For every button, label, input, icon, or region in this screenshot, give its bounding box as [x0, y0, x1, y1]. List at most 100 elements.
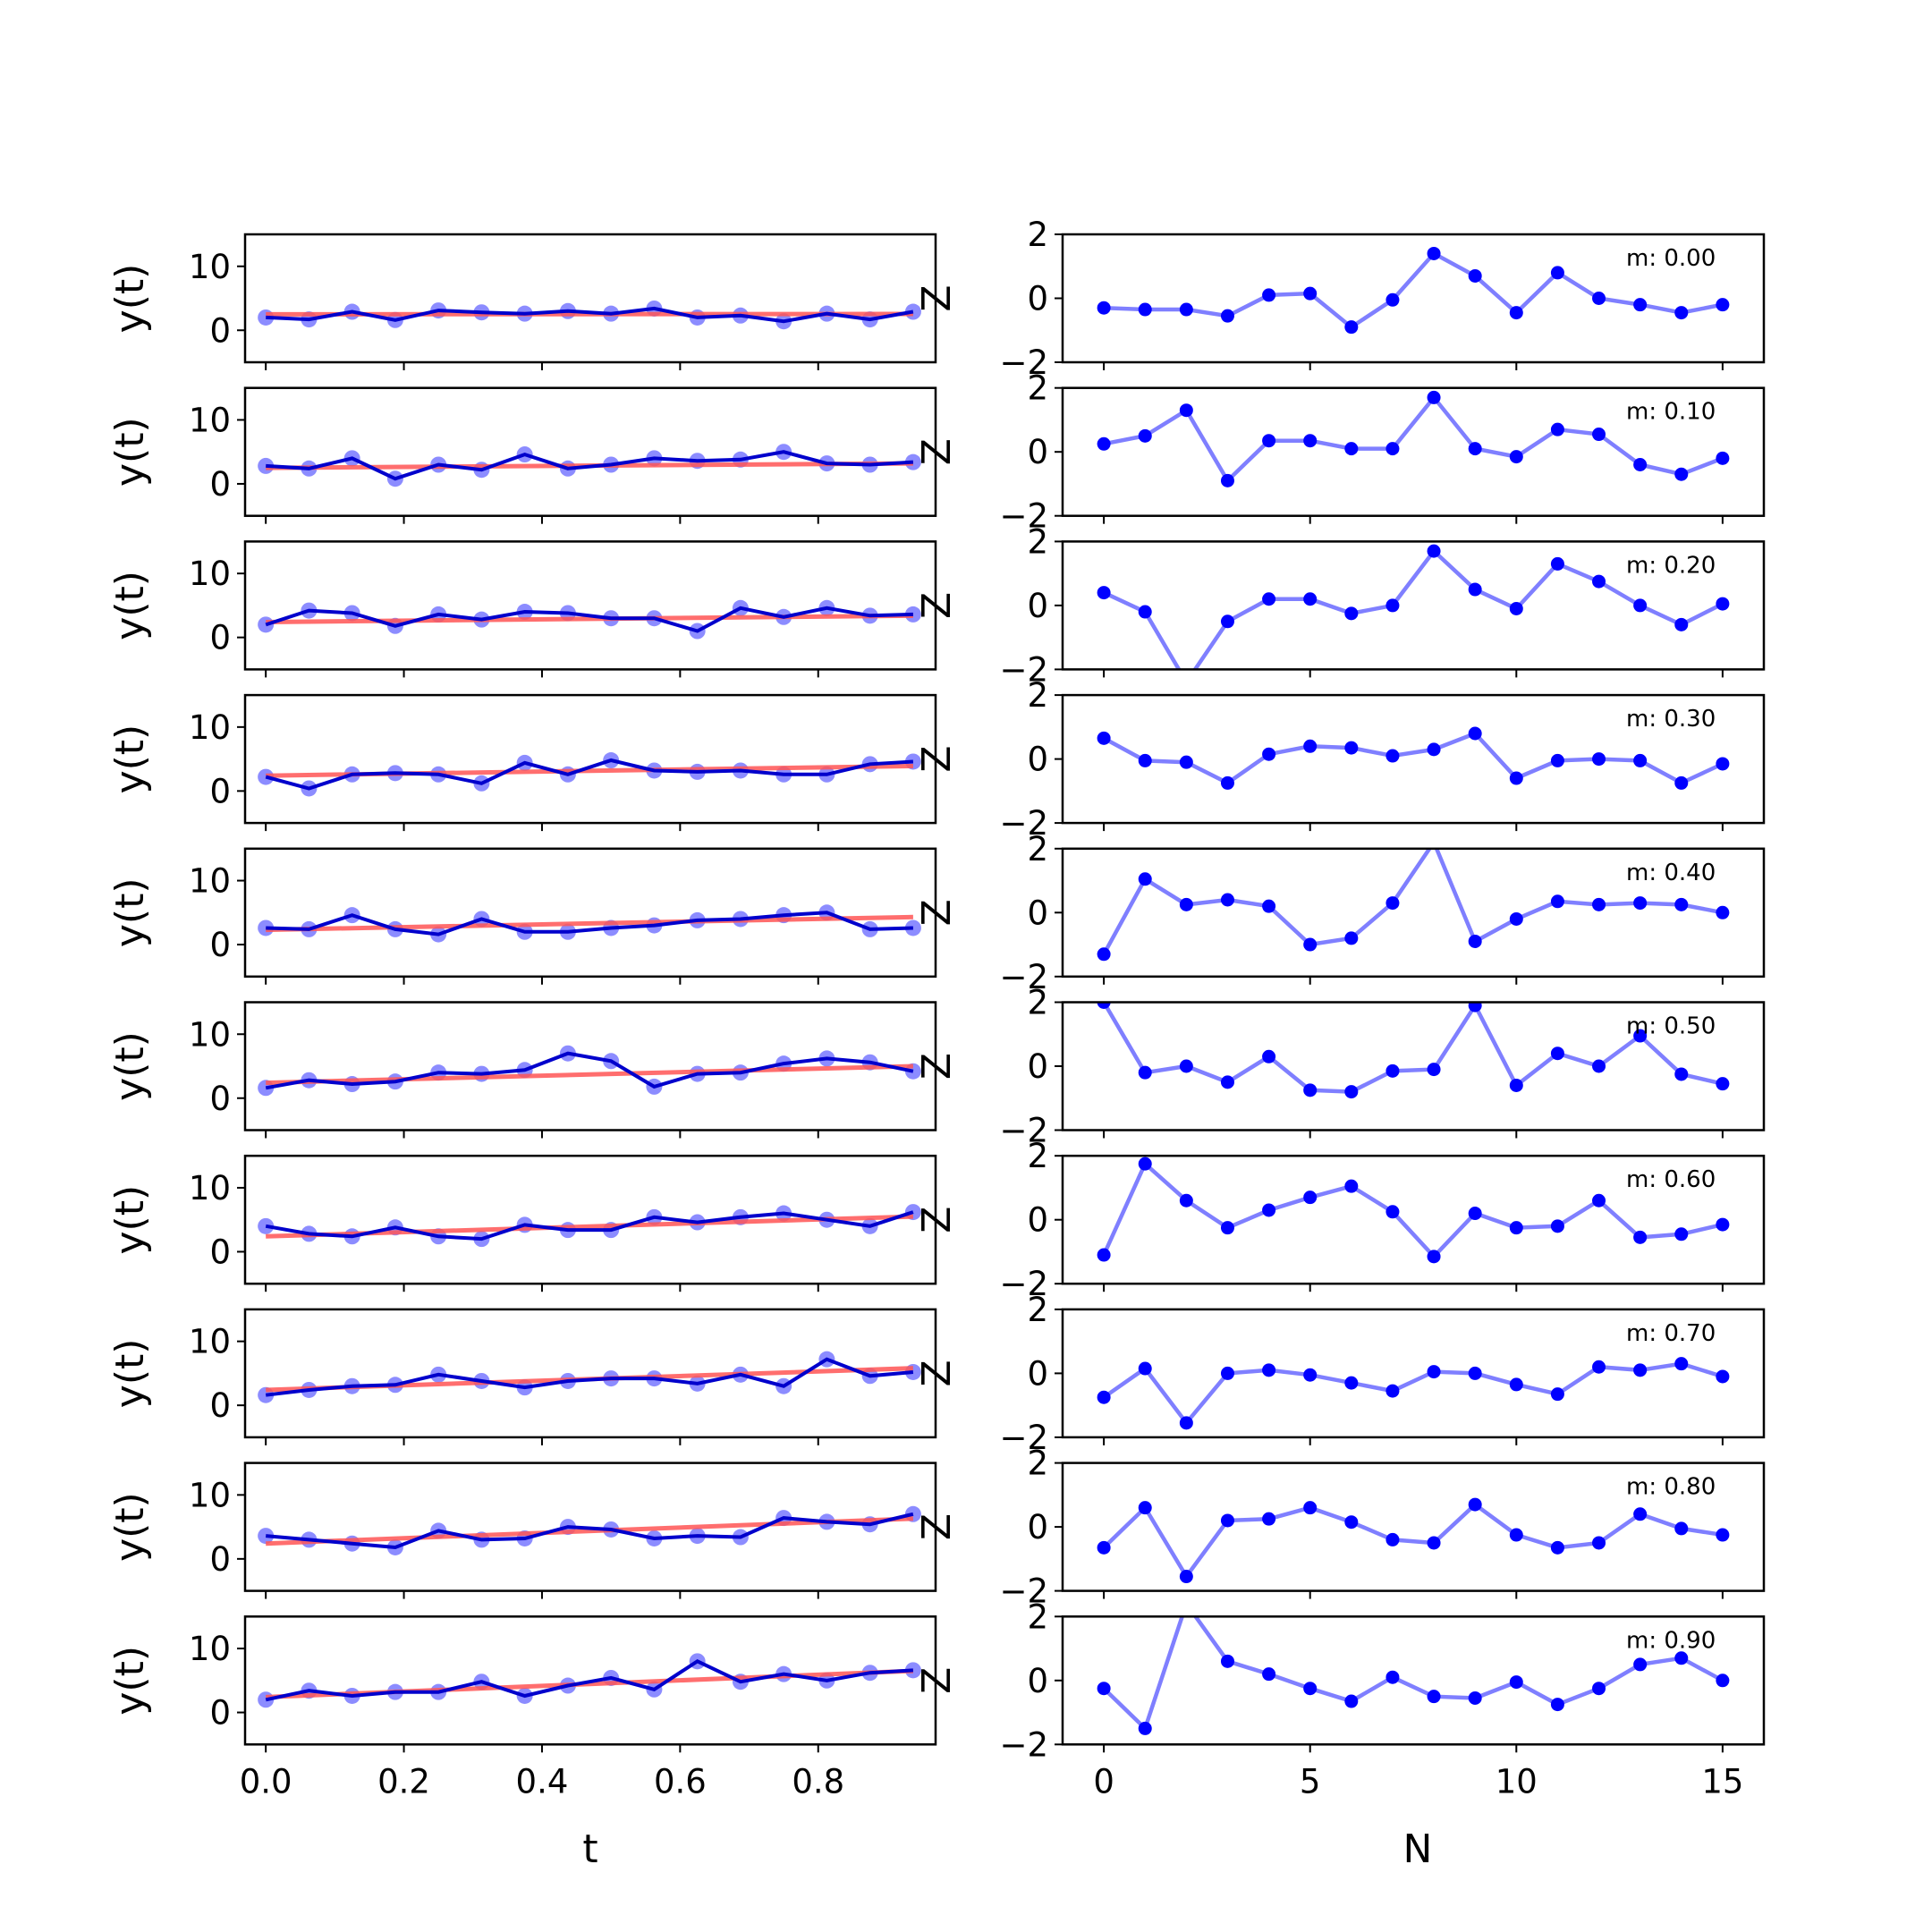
data-point	[1674, 897, 1689, 911]
axes-frame	[243, 1154, 937, 1285]
left-panel-3: 0 10 y(t)	[107, 693, 937, 832]
plot-area	[258, 1204, 921, 1248]
data-point	[1220, 1513, 1234, 1528]
data-point	[1262, 1203, 1276, 1217]
left-panel-5: 0 10 y(t)	[107, 1001, 937, 1139]
z-axis-label: Z	[914, 1207, 960, 1233]
data-point	[1674, 1651, 1689, 1665]
y-tick-label: 0	[1027, 1201, 1048, 1240]
data-point	[1550, 556, 1564, 571]
y-tick-label: 10	[189, 862, 231, 901]
data-point	[1633, 1230, 1648, 1244]
axes-frame	[1061, 233, 1766, 364]
data-point	[1674, 775, 1689, 790]
series-line	[1103, 394, 1724, 485]
data-point	[1431, 848, 1436, 850]
data-point	[1468, 1002, 1482, 1013]
z-axis-label: Z	[914, 746, 960, 773]
y-tick-label: 10	[189, 401, 231, 439]
data-point	[1385, 292, 1400, 307]
y-tick-label: 0	[1027, 741, 1048, 779]
axes-frame	[1061, 1615, 1766, 1746]
plot-area	[258, 444, 921, 487]
data-point	[1385, 1205, 1400, 1219]
data-point	[1385, 1532, 1400, 1546]
y-tick-label: 10	[189, 708, 231, 747]
data-point	[1716, 1077, 1730, 1091]
plot-area	[258, 1351, 921, 1403]
series-line	[265, 1357, 914, 1397]
data-point	[904, 919, 921, 936]
data-point	[1138, 1501, 1152, 1515]
plot-area	[1097, 1497, 1730, 1584]
data-point	[1468, 1497, 1482, 1512]
data-point	[904, 606, 921, 623]
data-point	[1220, 1075, 1234, 1089]
m-value-label: m: 0.90	[1626, 1627, 1716, 1654]
data-point	[1550, 894, 1564, 909]
y-tick-label: 2	[1027, 1445, 1048, 1483]
y-tick-label: 2	[1027, 1137, 1048, 1175]
y-tick-label: 0	[209, 1386, 231, 1425]
y-tick-label: 2	[1027, 676, 1048, 715]
data-point	[1220, 614, 1234, 629]
y-axis-label: y(t)	[107, 417, 153, 487]
data-point	[1633, 1657, 1648, 1672]
data-point	[1674, 1521, 1689, 1536]
y-tick-label: −2	[999, 497, 1048, 536]
series-line	[266, 911, 913, 936]
data-point	[1716, 451, 1730, 465]
data-point	[1097, 947, 1111, 962]
data-point	[1633, 1363, 1648, 1377]
data-point	[1427, 742, 1441, 757]
data-point	[1303, 1501, 1318, 1515]
data-point	[1303, 1682, 1318, 1696]
axes-frame	[1061, 1001, 1766, 1131]
data-point	[1509, 771, 1523, 785]
y-axis-label: y(t)	[107, 877, 153, 947]
right-panel-3: −2 0 2 Zm: 0.30	[914, 676, 1766, 843]
series-line	[265, 606, 913, 633]
data-point	[1097, 301, 1111, 315]
data-point	[1220, 775, 1234, 790]
data-point	[1344, 1376, 1359, 1390]
series-line	[265, 1659, 914, 1702]
left-x-axis-label: t	[582, 1826, 597, 1872]
y-tick-label: 0	[209, 619, 231, 657]
z-axis-label: Z	[914, 899, 960, 926]
data-point	[258, 1217, 275, 1234]
data-point	[1716, 1369, 1730, 1384]
x-tick-label: 10	[1496, 1762, 1538, 1801]
plot-area	[1097, 1157, 1730, 1264]
data-point	[1385, 598, 1400, 613]
data-point	[1427, 1365, 1441, 1379]
axes-frame	[1061, 540, 1766, 671]
data-point	[1344, 931, 1359, 945]
data-point	[1344, 320, 1359, 335]
data-point	[1385, 896, 1400, 911]
data-point	[1303, 592, 1318, 606]
data-point	[1716, 905, 1730, 919]
x-tick-label: 0	[1093, 1762, 1114, 1801]
data-point	[1674, 1357, 1689, 1371]
data-point	[904, 1662, 921, 1679]
data-point	[1097, 1540, 1111, 1555]
plot-area	[1097, 726, 1730, 790]
axes-frame	[243, 233, 937, 364]
data-point	[1550, 266, 1564, 280]
data-point	[1468, 726, 1482, 741]
axes-frame	[1061, 847, 1766, 979]
right-panel-2: −2 0 2 Zm: 0.20	[914, 522, 1766, 689]
plot-area	[1097, 390, 1730, 487]
data-point	[1220, 1654, 1234, 1668]
right-panel-9: −2 0 2 0 5 10 15 Zm: 0.90	[914, 1597, 1766, 1801]
data-point	[1716, 597, 1730, 611]
data-point	[1674, 467, 1689, 481]
data-point	[1427, 544, 1441, 558]
data-point	[1179, 1570, 1193, 1584]
left-panel-2: 0 10 y(t)	[107, 540, 937, 678]
data-point	[1674, 1067, 1689, 1081]
x-tick-label: 0.0	[240, 1762, 292, 1801]
series-line	[1103, 731, 1724, 786]
axes-frame	[243, 1462, 937, 1592]
